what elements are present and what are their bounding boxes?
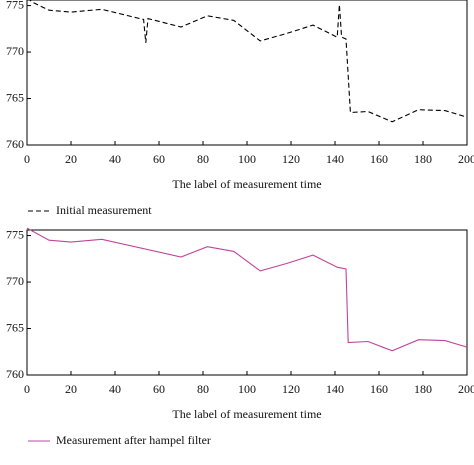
y-tick-label: 775 xyxy=(6,227,24,241)
x-tick-label: 100 xyxy=(238,152,256,166)
x-tick-label: 80 xyxy=(197,152,209,166)
legend-label: Initial measurement xyxy=(56,203,152,217)
legend-label: Measurement after hampel filter xyxy=(56,433,211,447)
x-tick-label: 180 xyxy=(414,152,432,166)
x-tick-label: 40 xyxy=(109,152,121,166)
x-tick-label: 140 xyxy=(326,382,344,396)
data-line xyxy=(26,227,468,352)
x-tick-label: 80 xyxy=(197,382,209,396)
data-line xyxy=(28,0,468,123)
x-axis-label: The label of measurement time xyxy=(172,177,321,191)
x-tick-label: 0 xyxy=(24,382,30,396)
x-tick-label: 160 xyxy=(370,152,388,166)
x-tick-label: 140 xyxy=(326,152,344,166)
y-tick-label: 760 xyxy=(6,367,24,381)
y-tick-label: 765 xyxy=(6,90,24,104)
y-tick-label: 760 xyxy=(6,137,24,151)
x-tick-label: 200 xyxy=(458,152,474,166)
x-tick-label: 20 xyxy=(65,152,77,166)
y-tick-label: 765 xyxy=(6,320,24,334)
x-tick-label: 100 xyxy=(238,382,256,396)
x-tick-label: 60 xyxy=(153,152,165,166)
x-tick-label: 200 xyxy=(458,382,474,396)
x-tick-label: 120 xyxy=(282,152,300,166)
x-tick-label: 0 xyxy=(24,152,30,166)
x-tick-label: 60 xyxy=(153,382,165,396)
x-tick-label: 120 xyxy=(282,382,300,396)
x-tick-label: 20 xyxy=(65,382,77,396)
y-tick-label: 770 xyxy=(6,44,24,58)
y-tick-label: 775 xyxy=(6,0,24,11)
plot-frame xyxy=(26,229,468,376)
x-tick-label: 40 xyxy=(109,382,121,396)
x-tick-label: 180 xyxy=(414,382,432,396)
plot-frame xyxy=(26,0,468,146)
x-axis-label: The label of measurement time xyxy=(172,407,321,421)
x-tick-label: 160 xyxy=(370,382,388,396)
y-tick-label: 770 xyxy=(6,274,24,288)
